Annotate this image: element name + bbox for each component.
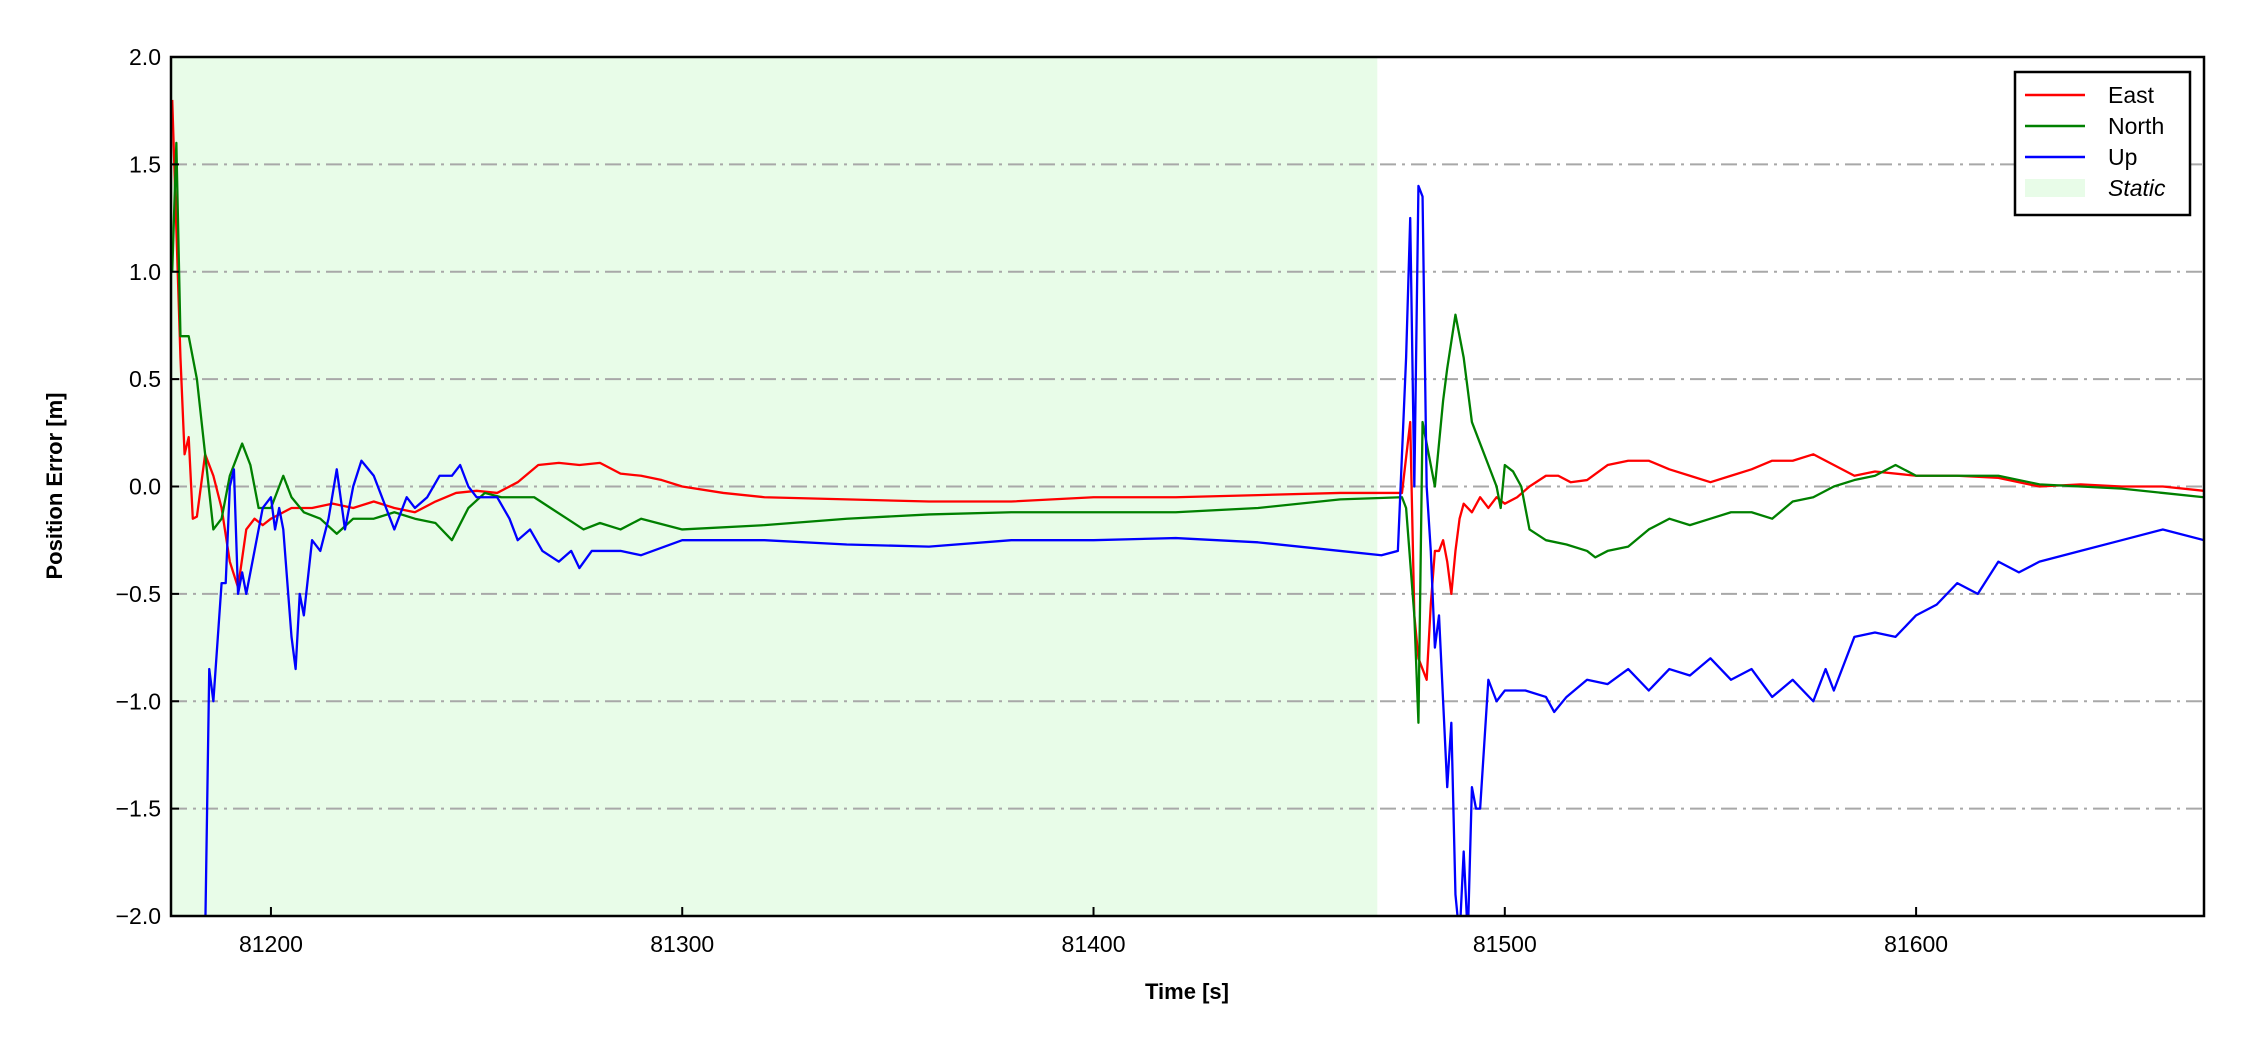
y-tick-label: 1.0 [129,259,161,285]
x-tick-label: 81500 [1473,931,1537,957]
series-line-north [171,141,2204,724]
legend-label-east: East [2108,82,2155,108]
legend-swatch-static [2025,179,2085,197]
y-tick-label: 1.5 [129,151,161,177]
series-line-up [204,184,2204,916]
x-tick-label: 81200 [239,931,303,957]
series-layer [171,99,2204,916]
y-axis-label: Position Error [m] [42,392,67,579]
y-tick-label: −0.5 [116,581,161,607]
y-tick-label: −1.5 [116,796,161,822]
y-tick-label: 0.5 [129,366,161,392]
legend-label-north: North [2108,113,2164,139]
gridlines [171,163,2204,810]
y-tick-label: −1.0 [116,688,161,714]
legend-label-static: Static [2108,175,2166,201]
y-tick-label: −2.0 [116,903,161,929]
legend-label-up: Up [2108,144,2137,170]
y-tick-label: 2.0 [129,44,161,70]
x-tick-label: 81400 [1062,931,1126,957]
legend: East North Up Static [2013,70,2192,217]
x-tick-label: 81300 [650,931,714,957]
y-tick-label: 0.0 [129,474,161,500]
axis-ticks: −2.0 −1.5 −1.0 −0.5 0.0 0.5 1.0 1.5 2.0 81200 8130… [116,44,1948,957]
x-axis-label: Time [s] [1145,979,1229,1004]
x-tick-label: 81600 [1884,931,1948,957]
